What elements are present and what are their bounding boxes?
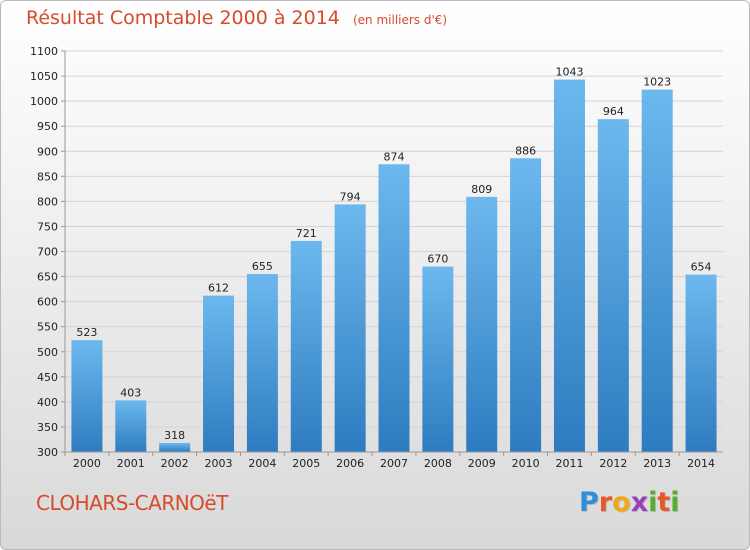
x-tick-label-2014: 2014 (687, 457, 715, 470)
x-tick-label-2009: 2009 (468, 457, 496, 470)
bar-2006 (334, 204, 366, 452)
y-tick-label: 550 (37, 321, 58, 334)
y-tick-label: 400 (37, 396, 58, 409)
value-label-2011: 1043 (555, 66, 583, 79)
value-label-2000: 523 (76, 326, 97, 339)
value-label-2014: 654 (691, 261, 712, 274)
commune-name: CLOHARS-CARNOëT (36, 491, 228, 515)
value-label-2003: 612 (208, 282, 229, 295)
x-tick-label-2006: 2006 (336, 457, 364, 470)
value-label-2013: 1023 (643, 76, 671, 89)
logo-letter: o (612, 487, 631, 518)
value-label-2005: 721 (296, 227, 317, 240)
x-tick-label-2004: 2004 (248, 457, 276, 470)
y-tick-label: 650 (37, 271, 58, 284)
x-tick-label-2012: 2012 (599, 457, 627, 470)
bar-2003 (203, 295, 235, 452)
y-tick-label: 700 (37, 246, 58, 259)
x-tick-label-2013: 2013 (643, 457, 671, 470)
x-tick-label-2005: 2005 (292, 457, 320, 470)
y-tick-label: 800 (37, 195, 58, 208)
y-tick-label: 600 (37, 296, 58, 309)
value-label-2002: 318 (164, 429, 185, 442)
y-tick-label: 1100 (30, 45, 58, 58)
y-tick-label: 450 (37, 371, 58, 384)
bar-2012 (597, 119, 629, 453)
y-tick-label: 350 (37, 421, 58, 434)
bars-group: 523 403 318 612 655 721 794 874 670 809 886 1043 964… (71, 66, 717, 453)
value-label-2012: 964 (603, 105, 624, 118)
value-label-2010: 886 (515, 144, 536, 157)
bar-2005 (290, 240, 322, 452)
title-row: Résultat Comptable 2000 à 2014 (en milli… (26, 7, 447, 29)
y-tick-label: 900 (37, 145, 58, 158)
y-tick-label: 850 (37, 170, 58, 183)
y-tick-label: 500 (37, 346, 58, 359)
y-tick-label: 1050 (30, 70, 58, 83)
logo-letter: x (630, 487, 649, 518)
y-tick-label: 750 (37, 220, 58, 233)
y-tick-label: 950 (37, 120, 58, 133)
bar-2004 (246, 274, 278, 452)
y-tick-label: 300 (37, 446, 58, 459)
x-tick-label-2003: 2003 (205, 457, 233, 470)
value-label-2004: 655 (252, 260, 273, 273)
x-tick-label-2011: 2011 (555, 457, 583, 470)
y-axis-ticks: 300 350 400 450 500 550 600 650 700 750 800 850 900 9… (30, 45, 65, 459)
bar-2009 (466, 196, 498, 452)
x-tick-label-2008: 2008 (424, 457, 452, 470)
logo-letter: r (598, 487, 613, 518)
logo-letter: t (657, 487, 671, 518)
y-tick-label: 1000 (30, 95, 58, 108)
x-tick-label-2002: 2002 (161, 457, 189, 470)
value-label-2009: 809 (471, 183, 492, 196)
value-label-2006: 794 (340, 190, 361, 203)
bar-2010 (510, 158, 542, 452)
value-label-2008: 670 (427, 253, 448, 266)
bar-2014 (685, 274, 717, 452)
x-tick-label-2000: 2000 (73, 457, 101, 470)
bar-2001 (115, 400, 147, 452)
value-label-2007: 874 (384, 150, 405, 163)
bar-2007 (378, 164, 410, 452)
bar-2008 (422, 266, 454, 452)
chart-title: Résultat Comptable 2000 à 2014 (26, 7, 340, 29)
bar-2000 (71, 340, 103, 452)
x-tick-label-2010: 2010 (512, 457, 540, 470)
x-tick-label-2001: 2001 (117, 457, 145, 470)
bar-2013 (641, 89, 673, 452)
value-label-2001: 403 (120, 386, 141, 399)
x-tick-label-2007: 2007 (380, 457, 408, 470)
bar-2011 (553, 79, 585, 452)
chart-subtitle: (en milliers d'€) (352, 13, 448, 27)
logo-letter: i (670, 487, 680, 518)
logo-letter: P (579, 487, 599, 518)
bar-2002 (159, 442, 191, 452)
x-axis-ticks: 2000 2001 2002 2003 2004 2005 2006 2007 2008 2009… (64, 452, 715, 470)
proxiti-logo[interactable]: Proxiti (579, 487, 680, 518)
logo-letter: i (648, 487, 658, 518)
